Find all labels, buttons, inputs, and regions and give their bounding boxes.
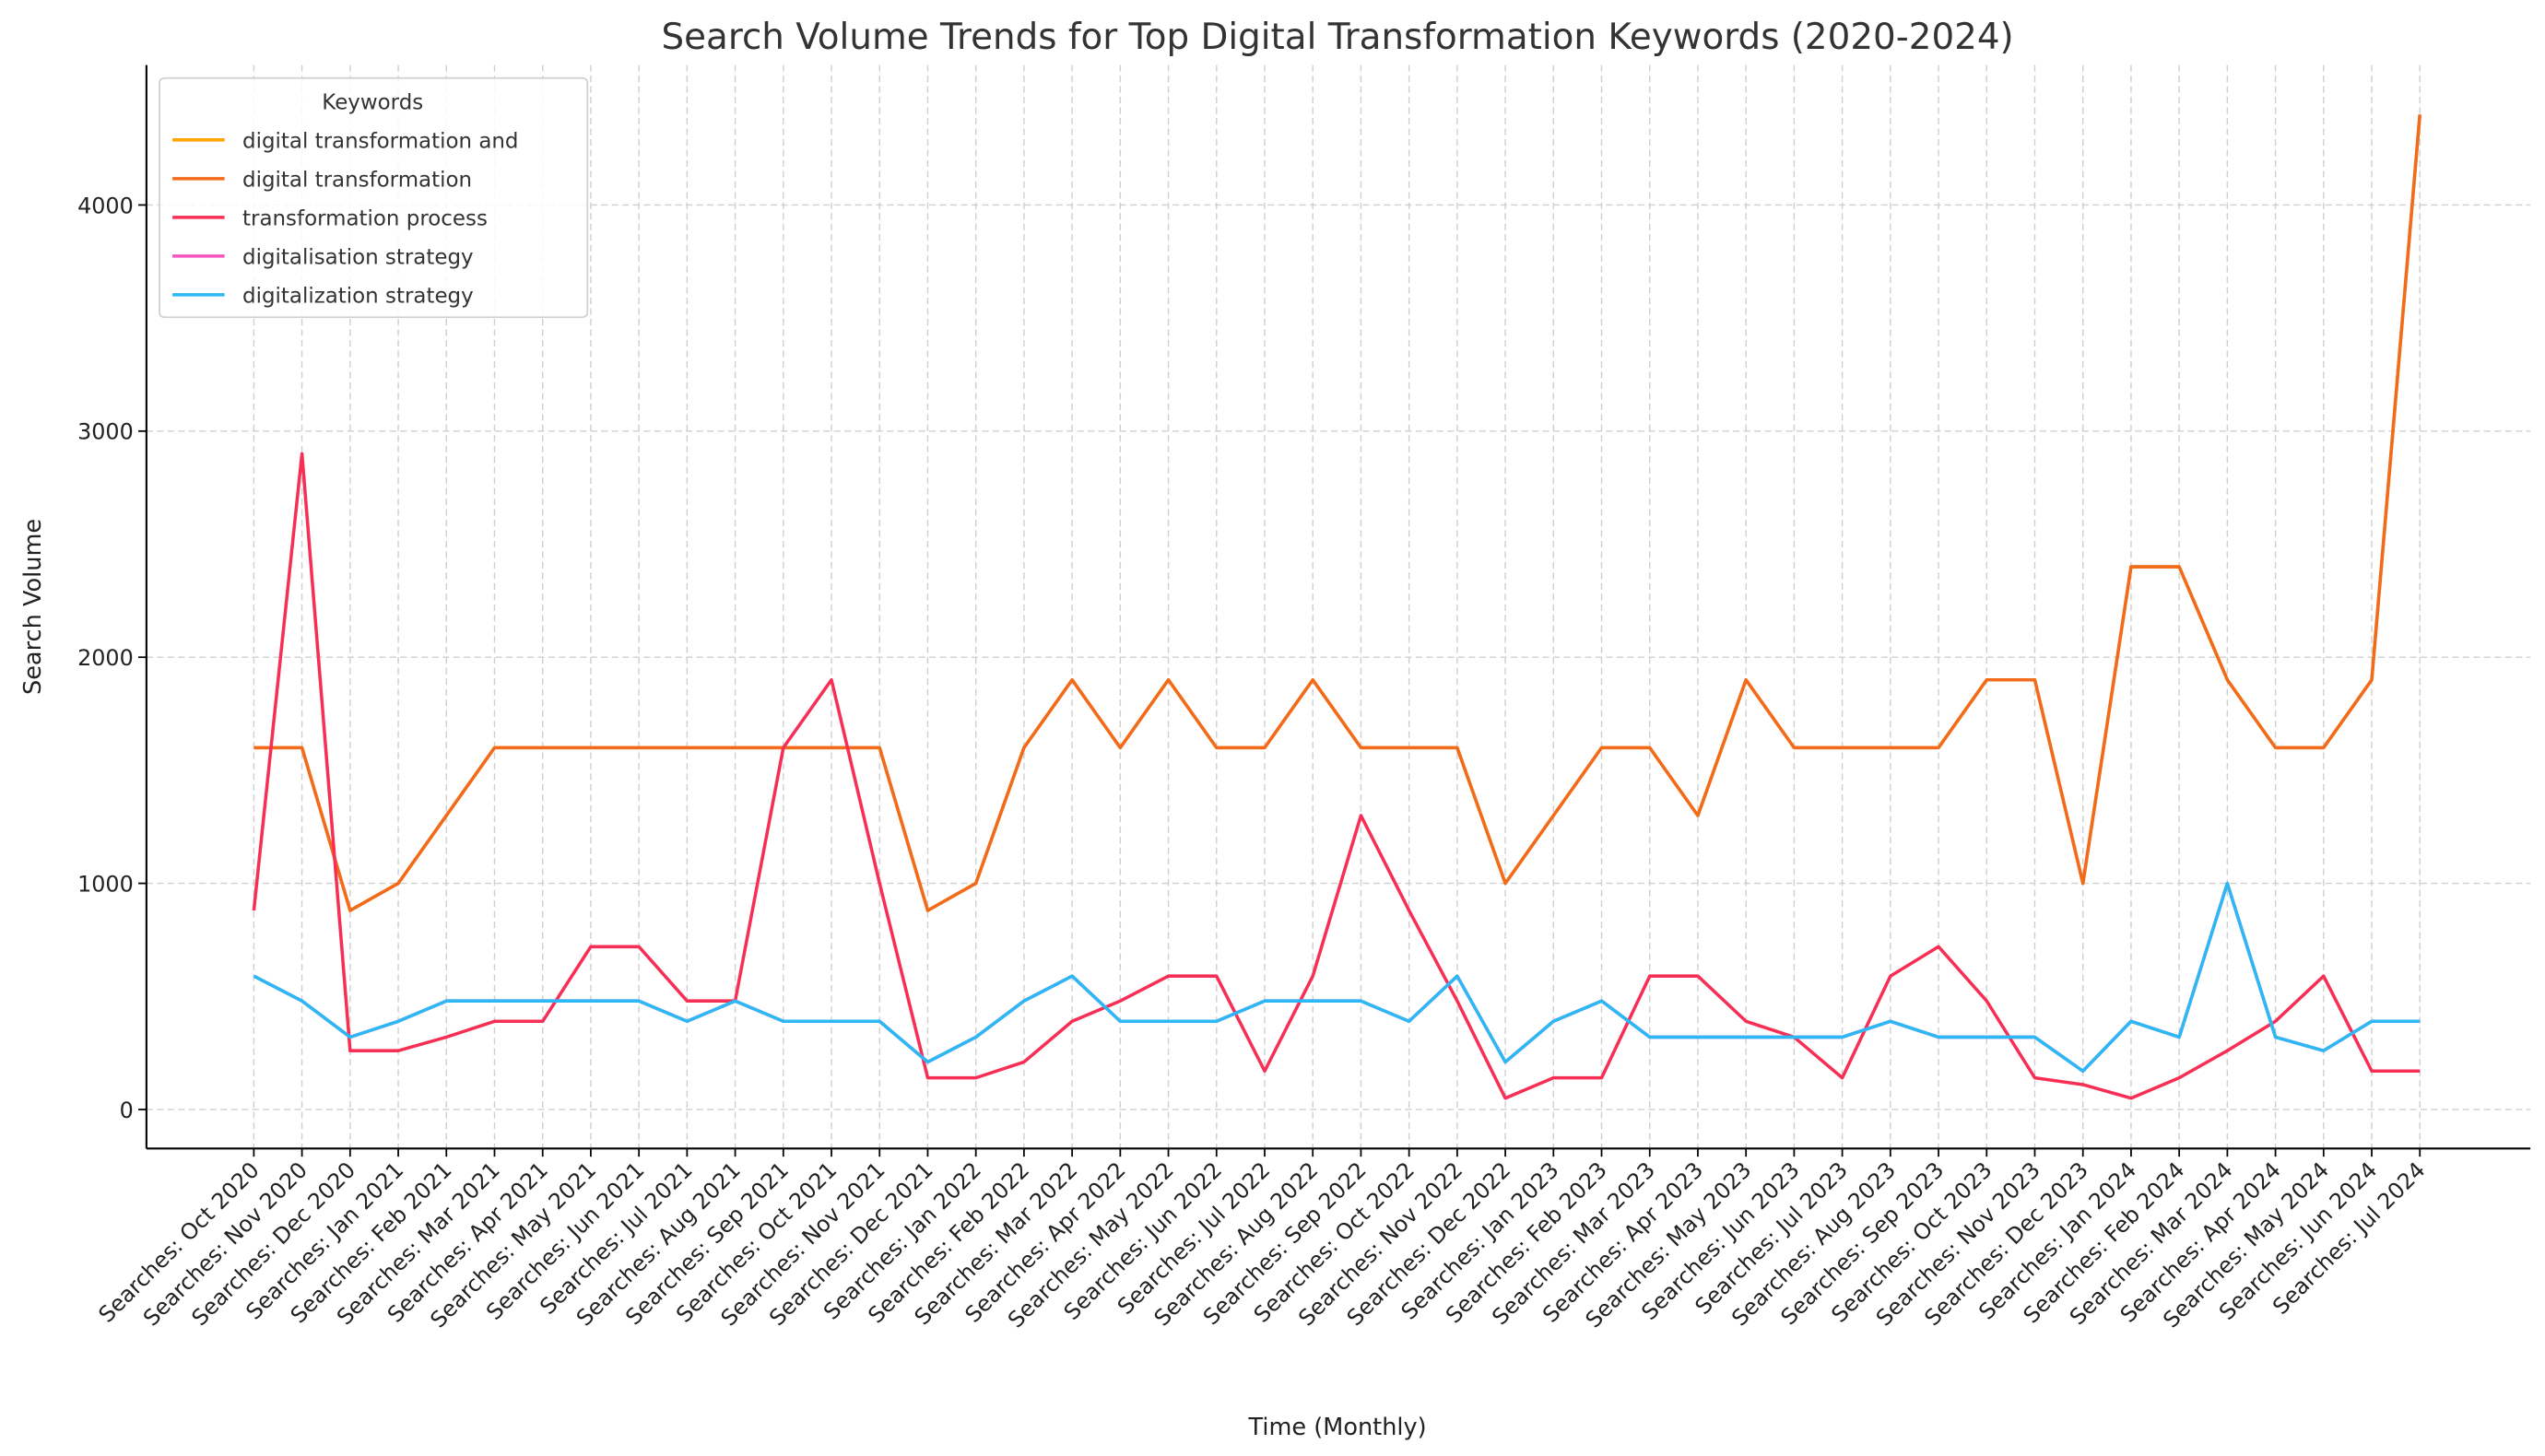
legend-entry: digital transformation and — [242, 130, 518, 154]
legend-entry: transformation process — [242, 207, 488, 231]
legend-entry: digitalization strategy — [242, 285, 474, 309]
legend-title: Keywords — [322, 90, 423, 114]
y-tick-label: 3000 — [77, 419, 134, 445]
y-tick-label: 4000 — [77, 193, 134, 218]
legend: Keywords digital transformation and digit… — [159, 76, 589, 319]
x-axis-label: Time (Monthly) — [1248, 1414, 1427, 1441]
legend-box — [159, 76, 589, 319]
chart-title: Search Volume Trends for Top Digital Tra… — [662, 17, 2014, 58]
y-tick-label: 1000 — [77, 871, 134, 897]
y-tick-label: 0 — [120, 1098, 134, 1123]
series-line-transformation-process — [252, 452, 2421, 1100]
series-line-digital-transformation — [253, 114, 2422, 912]
y-axis-label: Search Volume — [19, 519, 47, 695]
legend-entry: digitalisation strategy — [242, 246, 474, 270]
series-line-digitalisation-strategy — [253, 881, 2421, 1074]
series-lines — [252, 114, 2422, 1100]
series-line-digitalization-strategy — [253, 881, 2421, 1074]
legend-entry: digital transformation — [242, 169, 472, 193]
y-tick-label: 2000 — [77, 645, 134, 671]
